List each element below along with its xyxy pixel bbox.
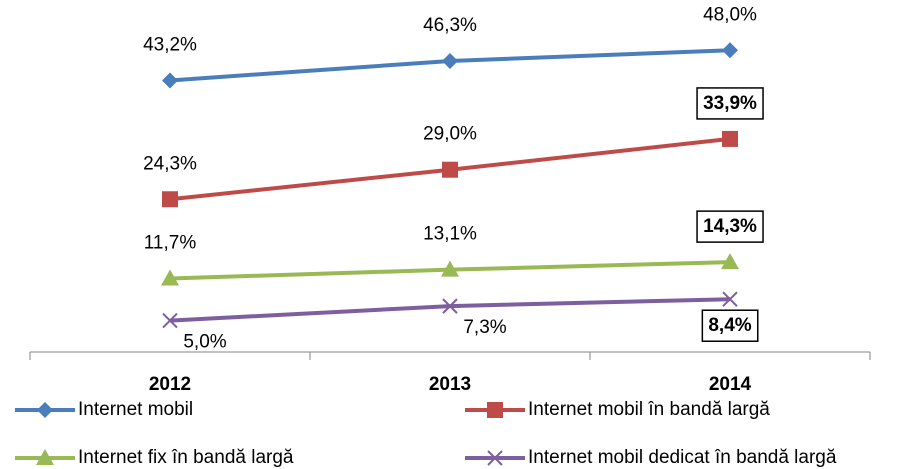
data-label: 33,9%: [703, 93, 757, 114]
marker: [37, 402, 53, 418]
data-label: 5,0%: [183, 332, 226, 353]
data-label: 48,0%: [703, 4, 757, 25]
marker: [722, 42, 738, 59]
marker: [162, 72, 178, 89]
data-label: 46,3%: [423, 15, 477, 36]
marker: [721, 253, 739, 270]
marker: [442, 52, 458, 69]
marker: [722, 130, 738, 147]
marker: [487, 402, 503, 418]
marker: [36, 449, 54, 465]
label-box: [696, 87, 764, 120]
series-line: [169, 297, 731, 323]
data-label: 43,2%: [143, 34, 197, 55]
label-box: [696, 210, 764, 243]
data-label: 24,3%: [143, 153, 197, 174]
x-tick-label: 2014: [709, 374, 752, 395]
marker: [722, 291, 738, 307]
legend-label: Internet mobil: [78, 399, 193, 420]
label-box: [701, 309, 759, 342]
data-label: 14,3%: [703, 216, 757, 237]
marker: [162, 312, 178, 329]
legend-label: Internet fix în bandă largă: [78, 447, 294, 468]
x-tick-label: 2012: [149, 374, 191, 395]
data-label: 11,7%: [144, 232, 197, 253]
x-tick-label: 2013: [429, 374, 471, 395]
data-label: 7,3%: [463, 317, 506, 338]
marker: [162, 191, 178, 208]
data-label: 8,4%: [708, 315, 751, 336]
marker: [442, 298, 458, 314]
marker: [442, 161, 458, 178]
legend-label: Internet mobil dedicat în bandă largă: [528, 447, 837, 468]
legend-label: Internet mobil în bandă largă: [528, 399, 770, 420]
data-label: 13,1%: [423, 224, 477, 245]
marker: [161, 269, 179, 286]
marker: [441, 260, 459, 277]
marker: [487, 450, 503, 466]
data-label: 29,0%: [423, 124, 477, 145]
